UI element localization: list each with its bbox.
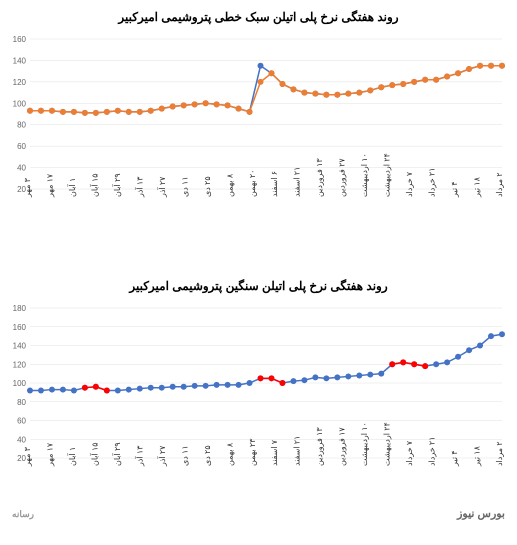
svg-text:۲ مرداد: ۲ مرداد — [495, 172, 504, 197]
svg-text:۱۱ دی: ۱۱ دی — [180, 445, 189, 466]
svg-text:۱۱ دی: ۱۱ دی — [180, 176, 189, 197]
svg-text:۱۷ مهر: ۱۷ مهر — [45, 173, 54, 198]
svg-text:80: 80 — [17, 398, 26, 407]
svg-text:۳ مهر: ۳ مهر — [23, 446, 32, 467]
chart1-svg: 20406080100120140160۳ مهر۱۷ مهر۱ آبان۱۵ … — [0, 29, 517, 259]
svg-text:۱۷ فروردین: ۱۷ فروردین — [338, 427, 347, 466]
svg-text:80: 80 — [17, 121, 26, 130]
svg-text:۲۵ دی: ۲۵ دی — [203, 445, 212, 466]
svg-text:160: 160 — [13, 35, 27, 44]
svg-text:۲۱ خرداد: ۲۱ خرداد — [428, 167, 437, 197]
chart1-container: روند هفتگی نرخ پلی اتیلن سبک خطی پتروشیم… — [0, 0, 517, 259]
svg-text:۱۳ فروردین: ۱۳ فروردین — [315, 158, 324, 197]
svg-text:۲۱ خرداد: ۲۱ خرداد — [428, 436, 437, 466]
svg-text:۱۳ آذر: ۱۳ آذر — [134, 176, 144, 198]
svg-text:180: 180 — [13, 304, 27, 313]
svg-text:۲ مرداد: ۲ مرداد — [495, 441, 504, 466]
svg-text:۱۳ آذر: ۱۳ آذر — [134, 445, 144, 467]
watermark-right: بورس نیوز — [457, 507, 505, 520]
svg-text:۱ آبان: ۱ آبان — [67, 178, 77, 197]
svg-text:۲۷ آذر: ۲۷ آذر — [157, 445, 167, 467]
svg-text:۱۳ فروردین: ۱۳ فروردین — [315, 427, 324, 466]
svg-text:140: 140 — [13, 56, 27, 65]
svg-text:۴ تیر: ۴ تیر — [450, 181, 459, 198]
svg-text:۲۹ آبان: ۲۹ آبان — [112, 173, 122, 197]
svg-text:۲۱ اسفند: ۲۱ اسفند — [293, 167, 302, 197]
svg-text:۴ تیر: ۴ تیر — [450, 450, 459, 467]
svg-text:۲۷ آذر: ۲۷ آذر — [157, 176, 167, 198]
svg-text:60: 60 — [17, 417, 26, 426]
svg-text:۶ اسفند: ۶ اسفند — [270, 171, 279, 197]
svg-text:120: 120 — [13, 360, 27, 369]
chart2-title: روند هفتگی نرخ پلی اتیلن سنگین پتروشیمی … — [0, 269, 517, 298]
svg-text:۸ بهمن: ۸ بهمن — [225, 173, 234, 197]
svg-text:۲۱ اسفند: ۲۱ اسفند — [293, 436, 302, 466]
svg-text:60: 60 — [17, 142, 26, 151]
svg-text:120: 120 — [13, 78, 27, 87]
svg-text:۷ خرداد: ۷ خرداد — [405, 440, 414, 466]
svg-text:۱ آبان: ۱ آبان — [67, 447, 77, 466]
chart1-title: روند هفتگی نرخ پلی اتیلن سبک خطی پتروشیم… — [0, 0, 517, 29]
svg-text:۱۵ آبان: ۱۵ آبان — [89, 173, 99, 197]
svg-text:۲۰ بهمن: ۲۰ بهمن — [248, 170, 257, 197]
svg-text:160: 160 — [13, 323, 27, 332]
chart2-container: روند هفتگی نرخ پلی اتیلن سنگین پتروشیمی … — [0, 269, 517, 528]
svg-text:۱۸ تیر: ۱۸ تیر — [473, 445, 482, 467]
svg-text:۸ بهمن: ۸ بهمن — [225, 442, 234, 466]
svg-text:۱۰ اردیبهشت: ۱۰ اردیبهشت — [360, 422, 369, 466]
svg-text:۷ اسفند: ۷ اسفند — [270, 439, 279, 466]
svg-text:۲۳ بهمن: ۲۳ بهمن — [248, 438, 257, 466]
svg-text:۲۹ آبان: ۲۹ آبان — [112, 442, 122, 466]
svg-text:40: 40 — [17, 435, 26, 444]
svg-text:۲۴ اردیبهشت: ۲۴ اردیبهشت — [383, 422, 392, 466]
svg-text:140: 140 — [13, 342, 27, 351]
svg-text:۲۴ اردیبهشت: ۲۴ اردیبهشت — [383, 153, 392, 197]
svg-text:۷ خرداد: ۷ خرداد — [405, 171, 414, 197]
svg-text:100: 100 — [13, 99, 27, 108]
chart2-svg: 20406080100120140160180۳ مهر۱۷ مهر۱ آبان… — [0, 298, 517, 528]
watermark-left: رسانه — [12, 509, 34, 520]
svg-text:۲۵ دی: ۲۵ دی — [203, 176, 212, 197]
svg-text:۱۷ مهر: ۱۷ مهر — [45, 442, 54, 467]
svg-text:۳ مهر: ۳ مهر — [23, 177, 32, 198]
svg-text:۱۰ اردیبهشت: ۱۰ اردیبهشت — [360, 153, 369, 197]
svg-text:۲۷ فروردین: ۲۷ فروردین — [338, 158, 347, 197]
svg-text:100: 100 — [13, 379, 27, 388]
svg-text:40: 40 — [17, 164, 26, 173]
svg-text:۱۵ آبان: ۱۵ آبان — [89, 442, 99, 466]
svg-text:۱۸ تیر: ۱۸ تیر — [473, 176, 482, 198]
